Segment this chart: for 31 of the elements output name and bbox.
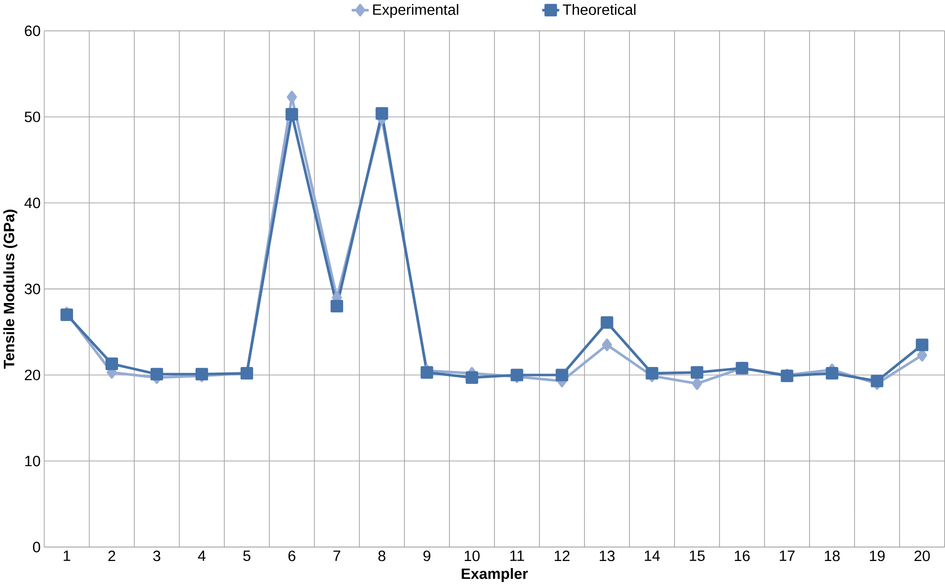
x-tick-label: 16 [734,550,750,562]
y-tick-label: 30 [24,284,40,294]
y-tick-label: 0 [32,542,40,552]
x-tick-label: 13 [600,550,615,562]
x-tick-label: 17 [780,550,795,561]
x-tick-label: 10 [464,550,480,562]
y-tick-label: 50 [24,111,40,122]
x-tick-label: 1 [64,550,70,561]
x-tick-label: 19 [870,550,885,562]
legend-label: Theoretical [562,4,636,15]
x-tick-label: 5 [243,550,250,561]
x-tick-label: 15 [690,550,705,561]
y-tick-label: 20 [24,370,40,380]
legend-label: Experimental [373,4,458,18]
x-tick-label: 2 [108,550,116,561]
x-tick-label: 9 [423,550,430,562]
y-tick-label: 40 [24,197,40,208]
x-tick-label: 12 [554,550,570,561]
x-tick-label: 11 [510,550,524,561]
x-tick-label: 7 [333,550,340,561]
x-tick-label: 6 [288,550,296,562]
x-tick-label: 8 [378,550,386,562]
x-tick-label: 14 [644,550,660,561]
x-axis-title: Exampler [462,568,528,582]
x-tick-label: 4 [198,550,206,561]
x-tick-label: 20 [914,550,930,562]
y-tick-label: 60 [24,25,40,36]
y-axis-title: Tensile Modulus (GPa) [3,210,18,369]
y-tick-label: 10 [25,456,40,466]
x-tick-label: 3 [153,550,160,562]
x-tick-label: 18 [824,550,840,562]
